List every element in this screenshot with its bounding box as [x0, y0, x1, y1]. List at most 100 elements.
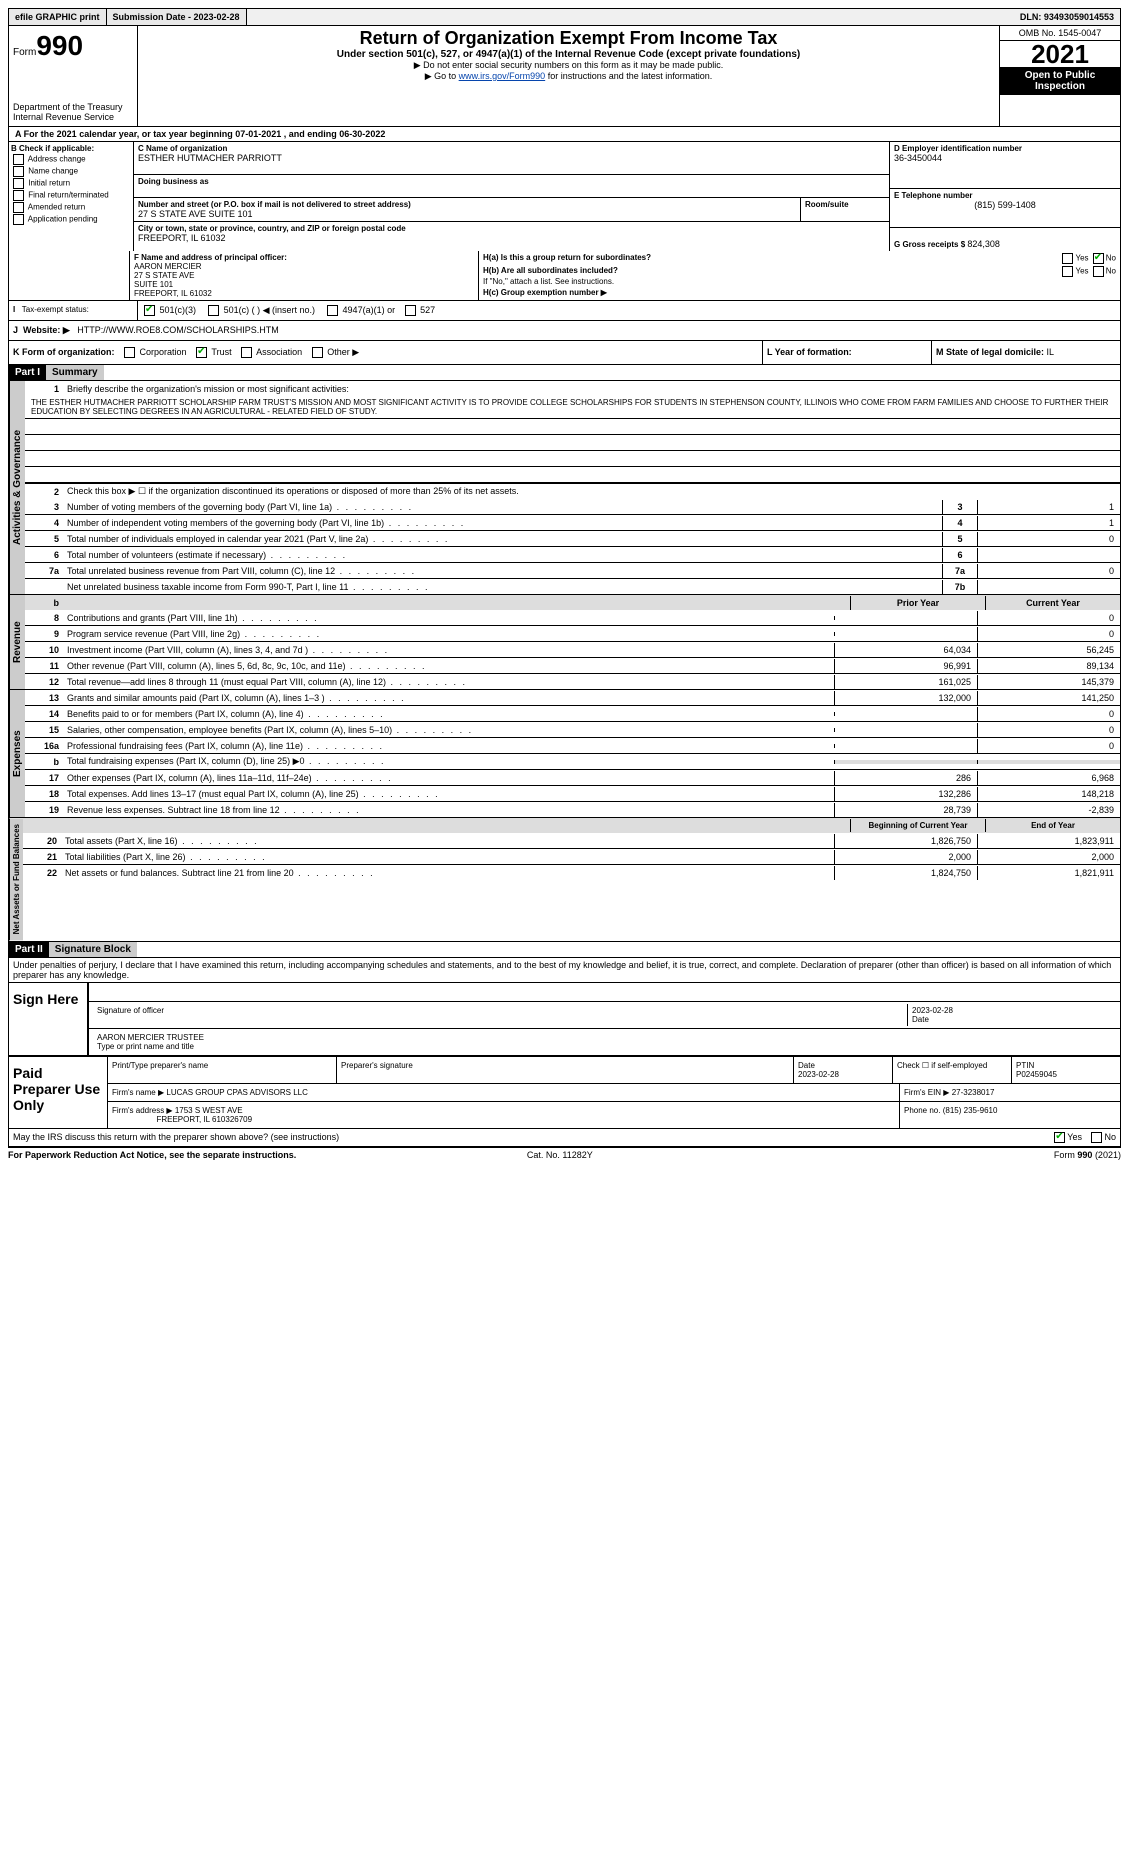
part1-header: Part ISummary: [8, 365, 1121, 381]
officer-section: F Name and address of principal officer:…: [8, 251, 1121, 301]
governance-block: Activities & Governance 1Briefly describ…: [8, 381, 1121, 595]
expenses-label: Expenses: [9, 690, 25, 817]
preparer-block: Paid Preparer Use Only Print/Type prepar…: [8, 1056, 1121, 1129]
chk-501c3[interactable]: [144, 305, 155, 316]
firm-ein: 27-3238017: [952, 1088, 995, 1097]
hb-yes[interactable]: [1062, 266, 1073, 277]
form-word: Form: [13, 47, 36, 58]
dln: DLN: 93493059014553: [1014, 9, 1120, 25]
hdr-end: End of Year: [985, 819, 1120, 832]
discuss-no[interactable]: [1091, 1132, 1102, 1143]
lbl-street: Number and street (or P.O. box if mail i…: [138, 200, 411, 209]
sig-date: 2023-02-28: [912, 1006, 953, 1015]
lbl-year-formation: L Year of formation:: [767, 347, 852, 357]
lbl-hc: H(c) Group exemption number ▶: [483, 288, 607, 297]
chk-501c[interactable]: [208, 305, 219, 316]
chk-4947[interactable]: [327, 305, 338, 316]
officer-name: AARON MERCIER: [134, 262, 202, 271]
website-url: HTTP://WWW.ROE8.COM/SCHOLARSHIPS.HTM: [77, 325, 279, 335]
q1: Briefly describe the organization's miss…: [63, 382, 1120, 396]
box-b-title: B Check if applicable:: [11, 144, 131, 153]
hdr-beginning: Beginning of Current Year: [850, 819, 985, 832]
cat-no: Cat. No. 11282Y: [527, 1150, 593, 1160]
row-a-period: A For the 2021 calendar year, or tax yea…: [8, 127, 1121, 142]
phone: (815) 599-1408: [894, 200, 1116, 210]
lbl-dba: Doing business as: [138, 177, 209, 186]
netassets-block: Net Assets or Fund Balances Beginning of…: [8, 818, 1121, 941]
city-state-zip: FREEPORT, IL 61032: [138, 233, 226, 243]
sig-name: AARON MERCIER TRUSTEE: [97, 1033, 204, 1042]
discuss-row: May the IRS discuss this return with the…: [8, 1129, 1121, 1147]
penalties-text: Under penalties of perjury, I declare th…: [8, 958, 1121, 983]
chk-corp[interactable]: [124, 347, 135, 358]
officer-addr1: 27 S STATE AVE: [134, 271, 194, 280]
h-prep-sig: Preparer's signature: [337, 1057, 794, 1083]
domicile-state: IL: [1047, 347, 1055, 357]
chk-assoc[interactable]: [241, 347, 252, 358]
sig-officer-lbl: Signature of officer: [97, 1006, 164, 1015]
lbl-phone: E Telephone number: [894, 191, 973, 200]
lbl-domicile: M State of legal domicile:: [936, 347, 1047, 357]
revenue-label: Revenue: [9, 595, 25, 689]
chk-initial-return[interactable]: Initial return: [11, 178, 131, 189]
hdr-prior: Prior Year: [850, 596, 985, 610]
ha-no[interactable]: [1093, 253, 1104, 264]
ptin: P02459045: [1016, 1070, 1057, 1079]
hb-note: If "No," attach a list. See instructions…: [483, 277, 1116, 286]
dept-treasury: Department of the Treasury: [13, 102, 133, 112]
expenses-block: Expenses 13Grants and similar amounts pa…: [8, 690, 1121, 818]
form-number: 990: [36, 30, 83, 61]
prep-date: 2023-02-28: [798, 1070, 839, 1079]
chk-trust[interactable]: [196, 347, 207, 358]
goto-pre: Go to: [434, 71, 459, 81]
form-org-row: K Form of organization: Corporation Trus…: [8, 341, 1121, 365]
chk-name-change[interactable]: Name change: [11, 166, 131, 177]
mission-text: THE ESTHER HUTMACHER PARRIOTT SCHOLARSHI…: [25, 396, 1120, 419]
h-self-emp: Check ☐ if self-employed: [893, 1057, 1012, 1083]
discuss-yes[interactable]: [1054, 1132, 1065, 1143]
lbl-org-name: C Name of organization: [138, 144, 227, 153]
lbl-officer: F Name and address of principal officer:: [134, 253, 287, 262]
street-addr: 27 S STATE AVE SUITE 101: [138, 209, 253, 219]
lbl-ha: H(a) Is this a group return for subordin…: [483, 253, 651, 262]
chk-address-change[interactable]: Address change: [11, 154, 131, 165]
topbar: efile GRAPHIC print Submission Date - 20…: [8, 8, 1121, 26]
entity-section: B Check if applicable: Address change Na…: [8, 142, 1121, 251]
firm-name: LUCAS GROUP CPAS ADVISORS LLC: [166, 1088, 308, 1097]
ssn-note: Do not enter social security numbers on …: [144, 60, 993, 71]
ha-yes[interactable]: [1062, 253, 1073, 264]
chk-527[interactable]: [405, 305, 416, 316]
form-header: Form990 Department of the Treasury Inter…: [8, 26, 1121, 127]
governance-label: Activities & Governance: [9, 381, 25, 594]
hdr-current: Current Year: [985, 596, 1120, 610]
officer-addr3: FREEPORT, IL 61032: [134, 289, 212, 298]
revenue-block: Revenue b Prior Year Current Year 8Contr…: [8, 595, 1121, 690]
irs-link[interactable]: www.irs.gov/Form990: [459, 71, 546, 81]
goto-post: for instructions and the latest informat…: [545, 71, 712, 81]
lbl-city: City or town, state or province, country…: [138, 224, 406, 233]
q2: Check this box ▶ ☐ if the organization d…: [63, 484, 1120, 499]
firm-phone: (815) 235-9610: [943, 1106, 998, 1115]
firm-addr2: FREEPORT, IL 610326709: [156, 1115, 252, 1124]
hb-no[interactable]: [1093, 266, 1104, 277]
part2-header: Part IISignature Block: [8, 942, 1121, 958]
tax-year: 2021: [1000, 41, 1120, 67]
form-footer: Form 990 (2021): [1054, 1150, 1121, 1160]
sign-here-block: Sign Here Signature of officer 2023-02-2…: [8, 983, 1121, 1056]
open-inspection: Open to Public Inspection: [1000, 67, 1120, 95]
efile-print-label[interactable]: efile GRAPHIC print: [9, 9, 107, 25]
chk-application-pending[interactable]: Application pending: [11, 214, 131, 225]
chk-final-return[interactable]: Final return/terminated: [11, 190, 131, 201]
page-footer: For Paperwork Reduction Act Notice, see …: [8, 1147, 1121, 1162]
chk-other[interactable]: [312, 347, 323, 358]
h-prep-name: Print/Type preparer's name: [108, 1057, 337, 1083]
chk-amended-return[interactable]: Amended return: [11, 202, 131, 213]
paid-preparer-label: Paid Preparer Use Only: [9, 1057, 107, 1128]
paperwork-notice: For Paperwork Reduction Act Notice, see …: [8, 1150, 296, 1160]
org-name: ESTHER HUTMACHER PARRIOTT: [138, 153, 282, 163]
form-subtitle: Under section 501(c), 527, or 4947(a)(1)…: [144, 49, 993, 60]
lbl-gross: G Gross receipts $: [894, 240, 965, 249]
form-title: Return of Organization Exempt From Incom…: [144, 28, 993, 49]
website-row: J Website: ▶ HTTP://WWW.ROE8.COM/SCHOLAR…: [8, 321, 1121, 341]
netassets-label: Net Assets or Fund Balances: [9, 818, 23, 940]
